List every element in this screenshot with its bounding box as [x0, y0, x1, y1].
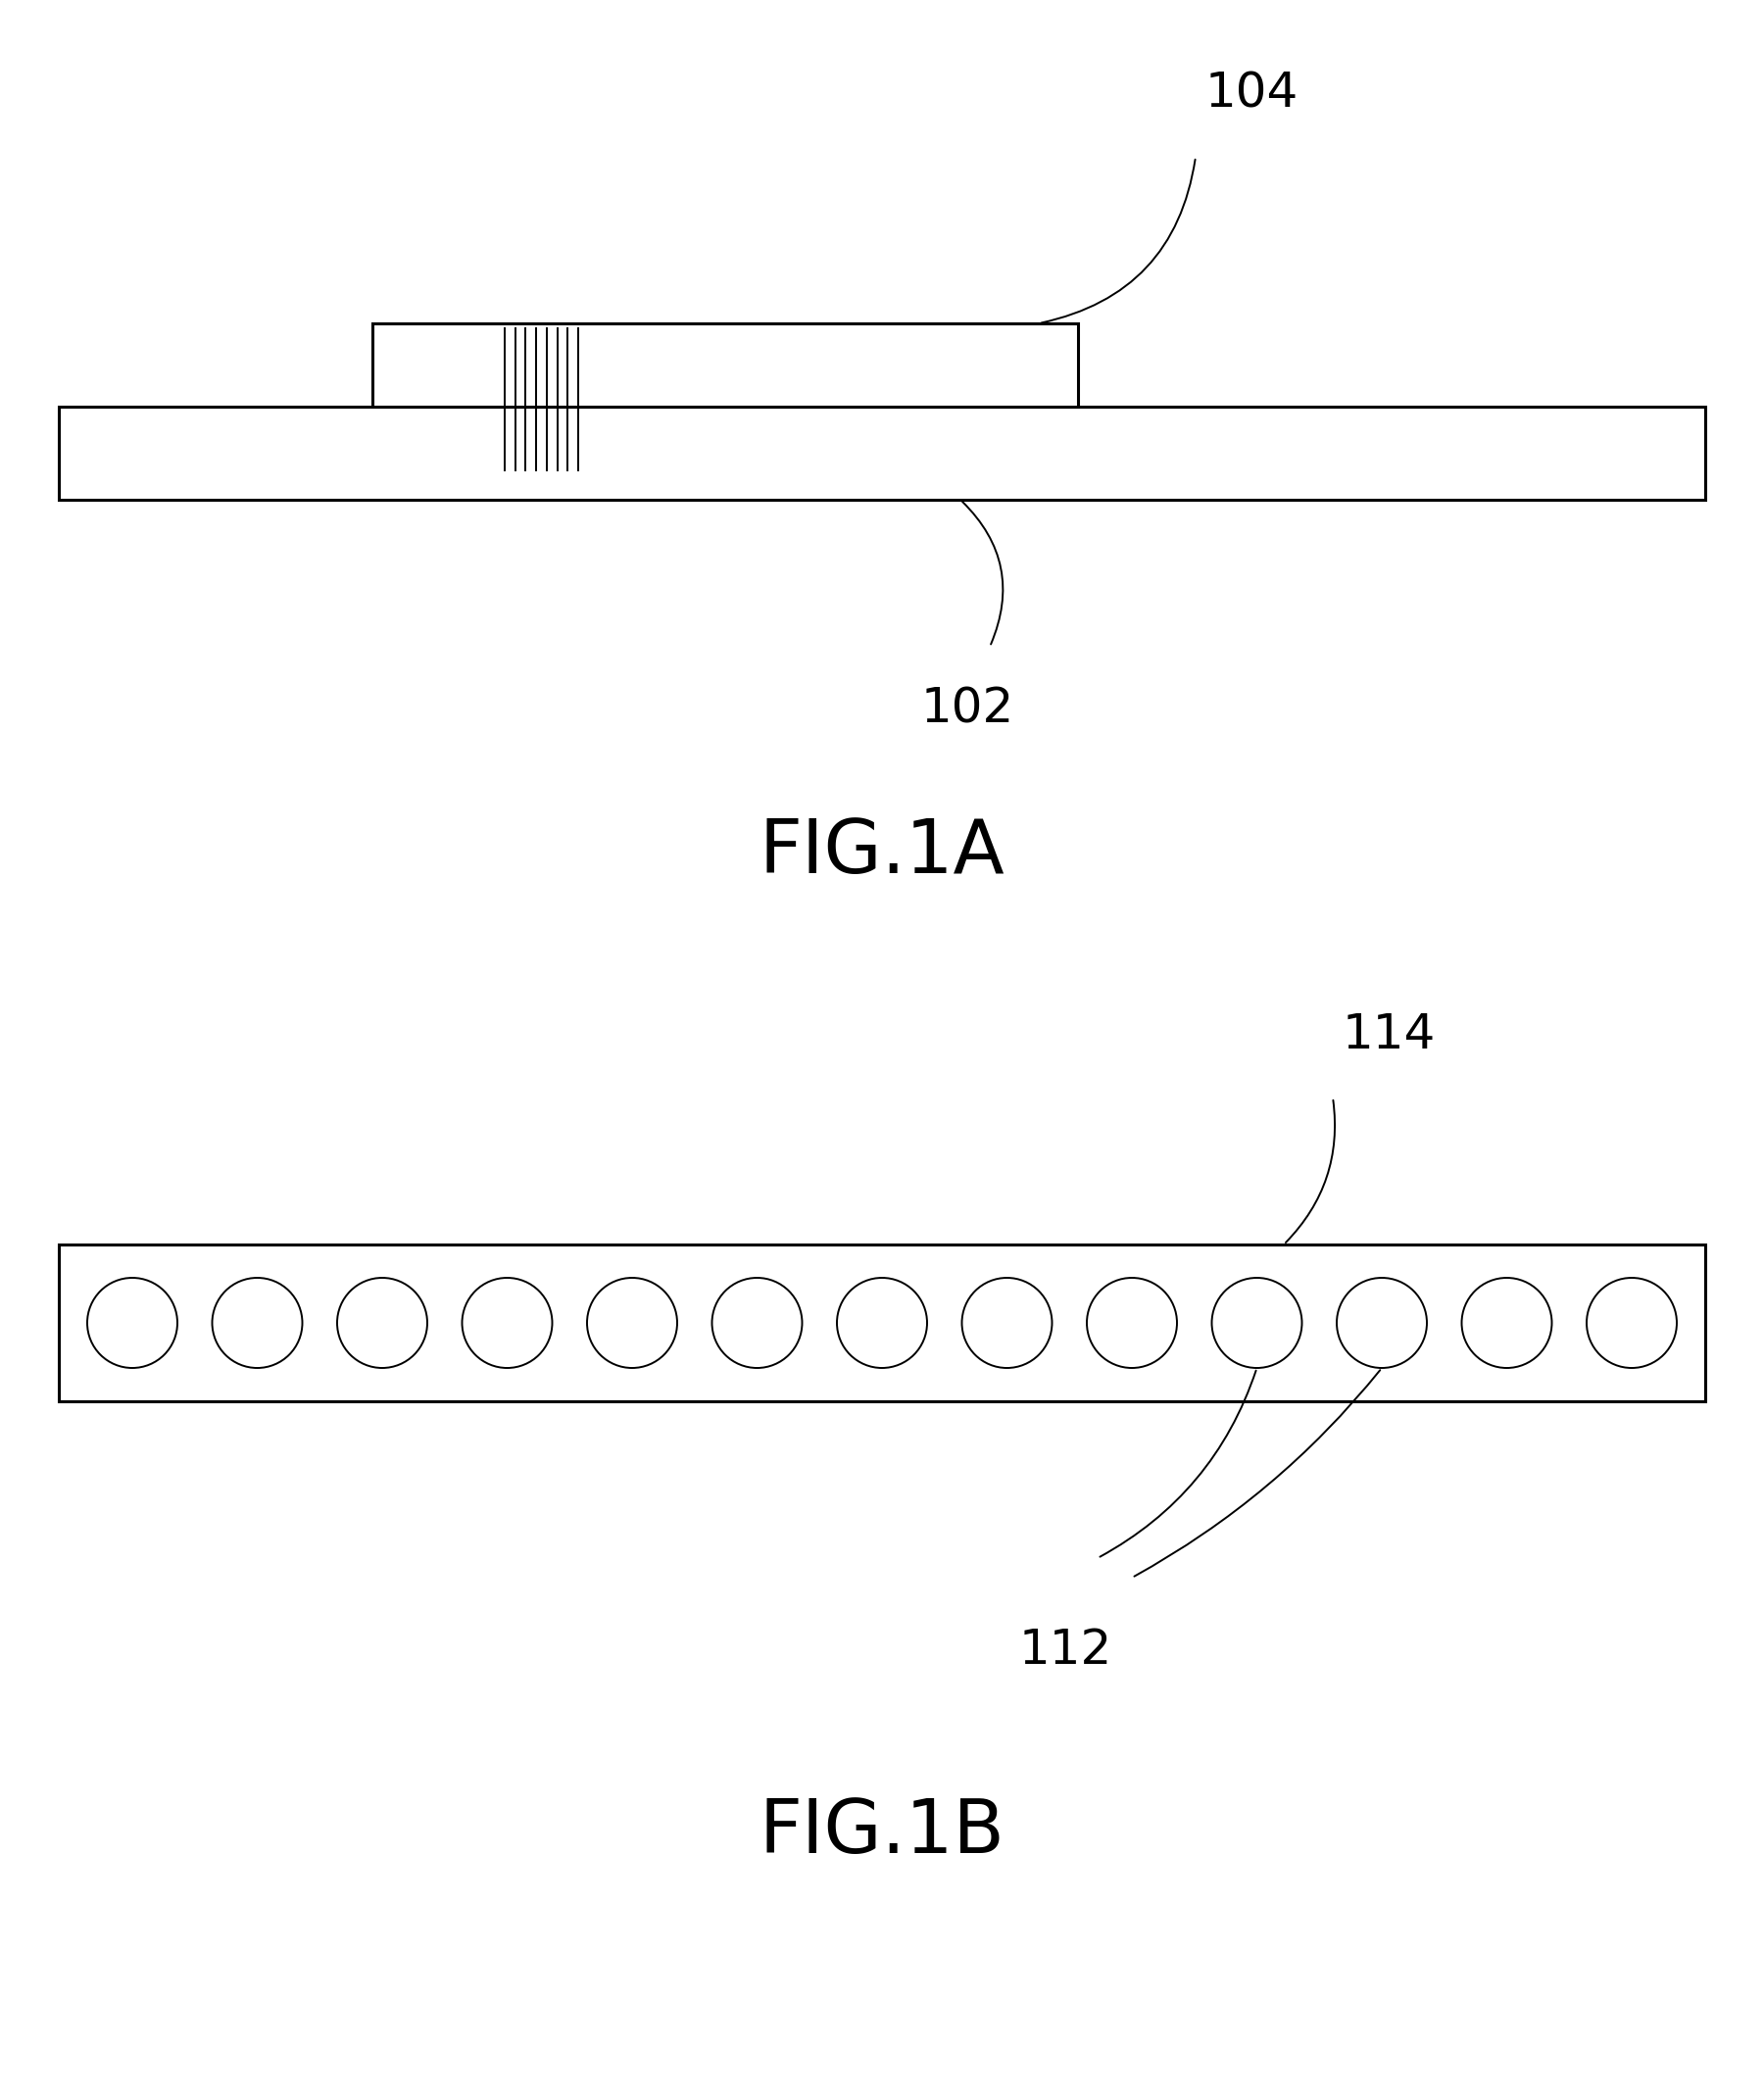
Circle shape	[462, 1278, 552, 1368]
Circle shape	[587, 1278, 677, 1368]
Circle shape	[1462, 1278, 1552, 1368]
Circle shape	[86, 1278, 178, 1368]
Circle shape	[1087, 1278, 1177, 1368]
FancyBboxPatch shape	[372, 323, 1078, 407]
FancyBboxPatch shape	[58, 1244, 1706, 1401]
Circle shape	[836, 1278, 928, 1368]
Circle shape	[1337, 1278, 1427, 1368]
Text: 102: 102	[921, 686, 1014, 732]
FancyBboxPatch shape	[58, 407, 1706, 499]
Circle shape	[713, 1278, 803, 1368]
Text: FIG.1B: FIG.1B	[759, 1796, 1005, 1869]
Circle shape	[961, 1278, 1051, 1368]
Text: FIG.1A: FIG.1A	[759, 816, 1005, 890]
Text: 112: 112	[1020, 1626, 1113, 1674]
Circle shape	[1212, 1278, 1302, 1368]
Circle shape	[212, 1278, 302, 1368]
Circle shape	[337, 1278, 427, 1368]
Text: 104: 104	[1205, 71, 1298, 117]
Text: 114: 114	[1342, 1011, 1436, 1057]
Circle shape	[1586, 1278, 1678, 1368]
